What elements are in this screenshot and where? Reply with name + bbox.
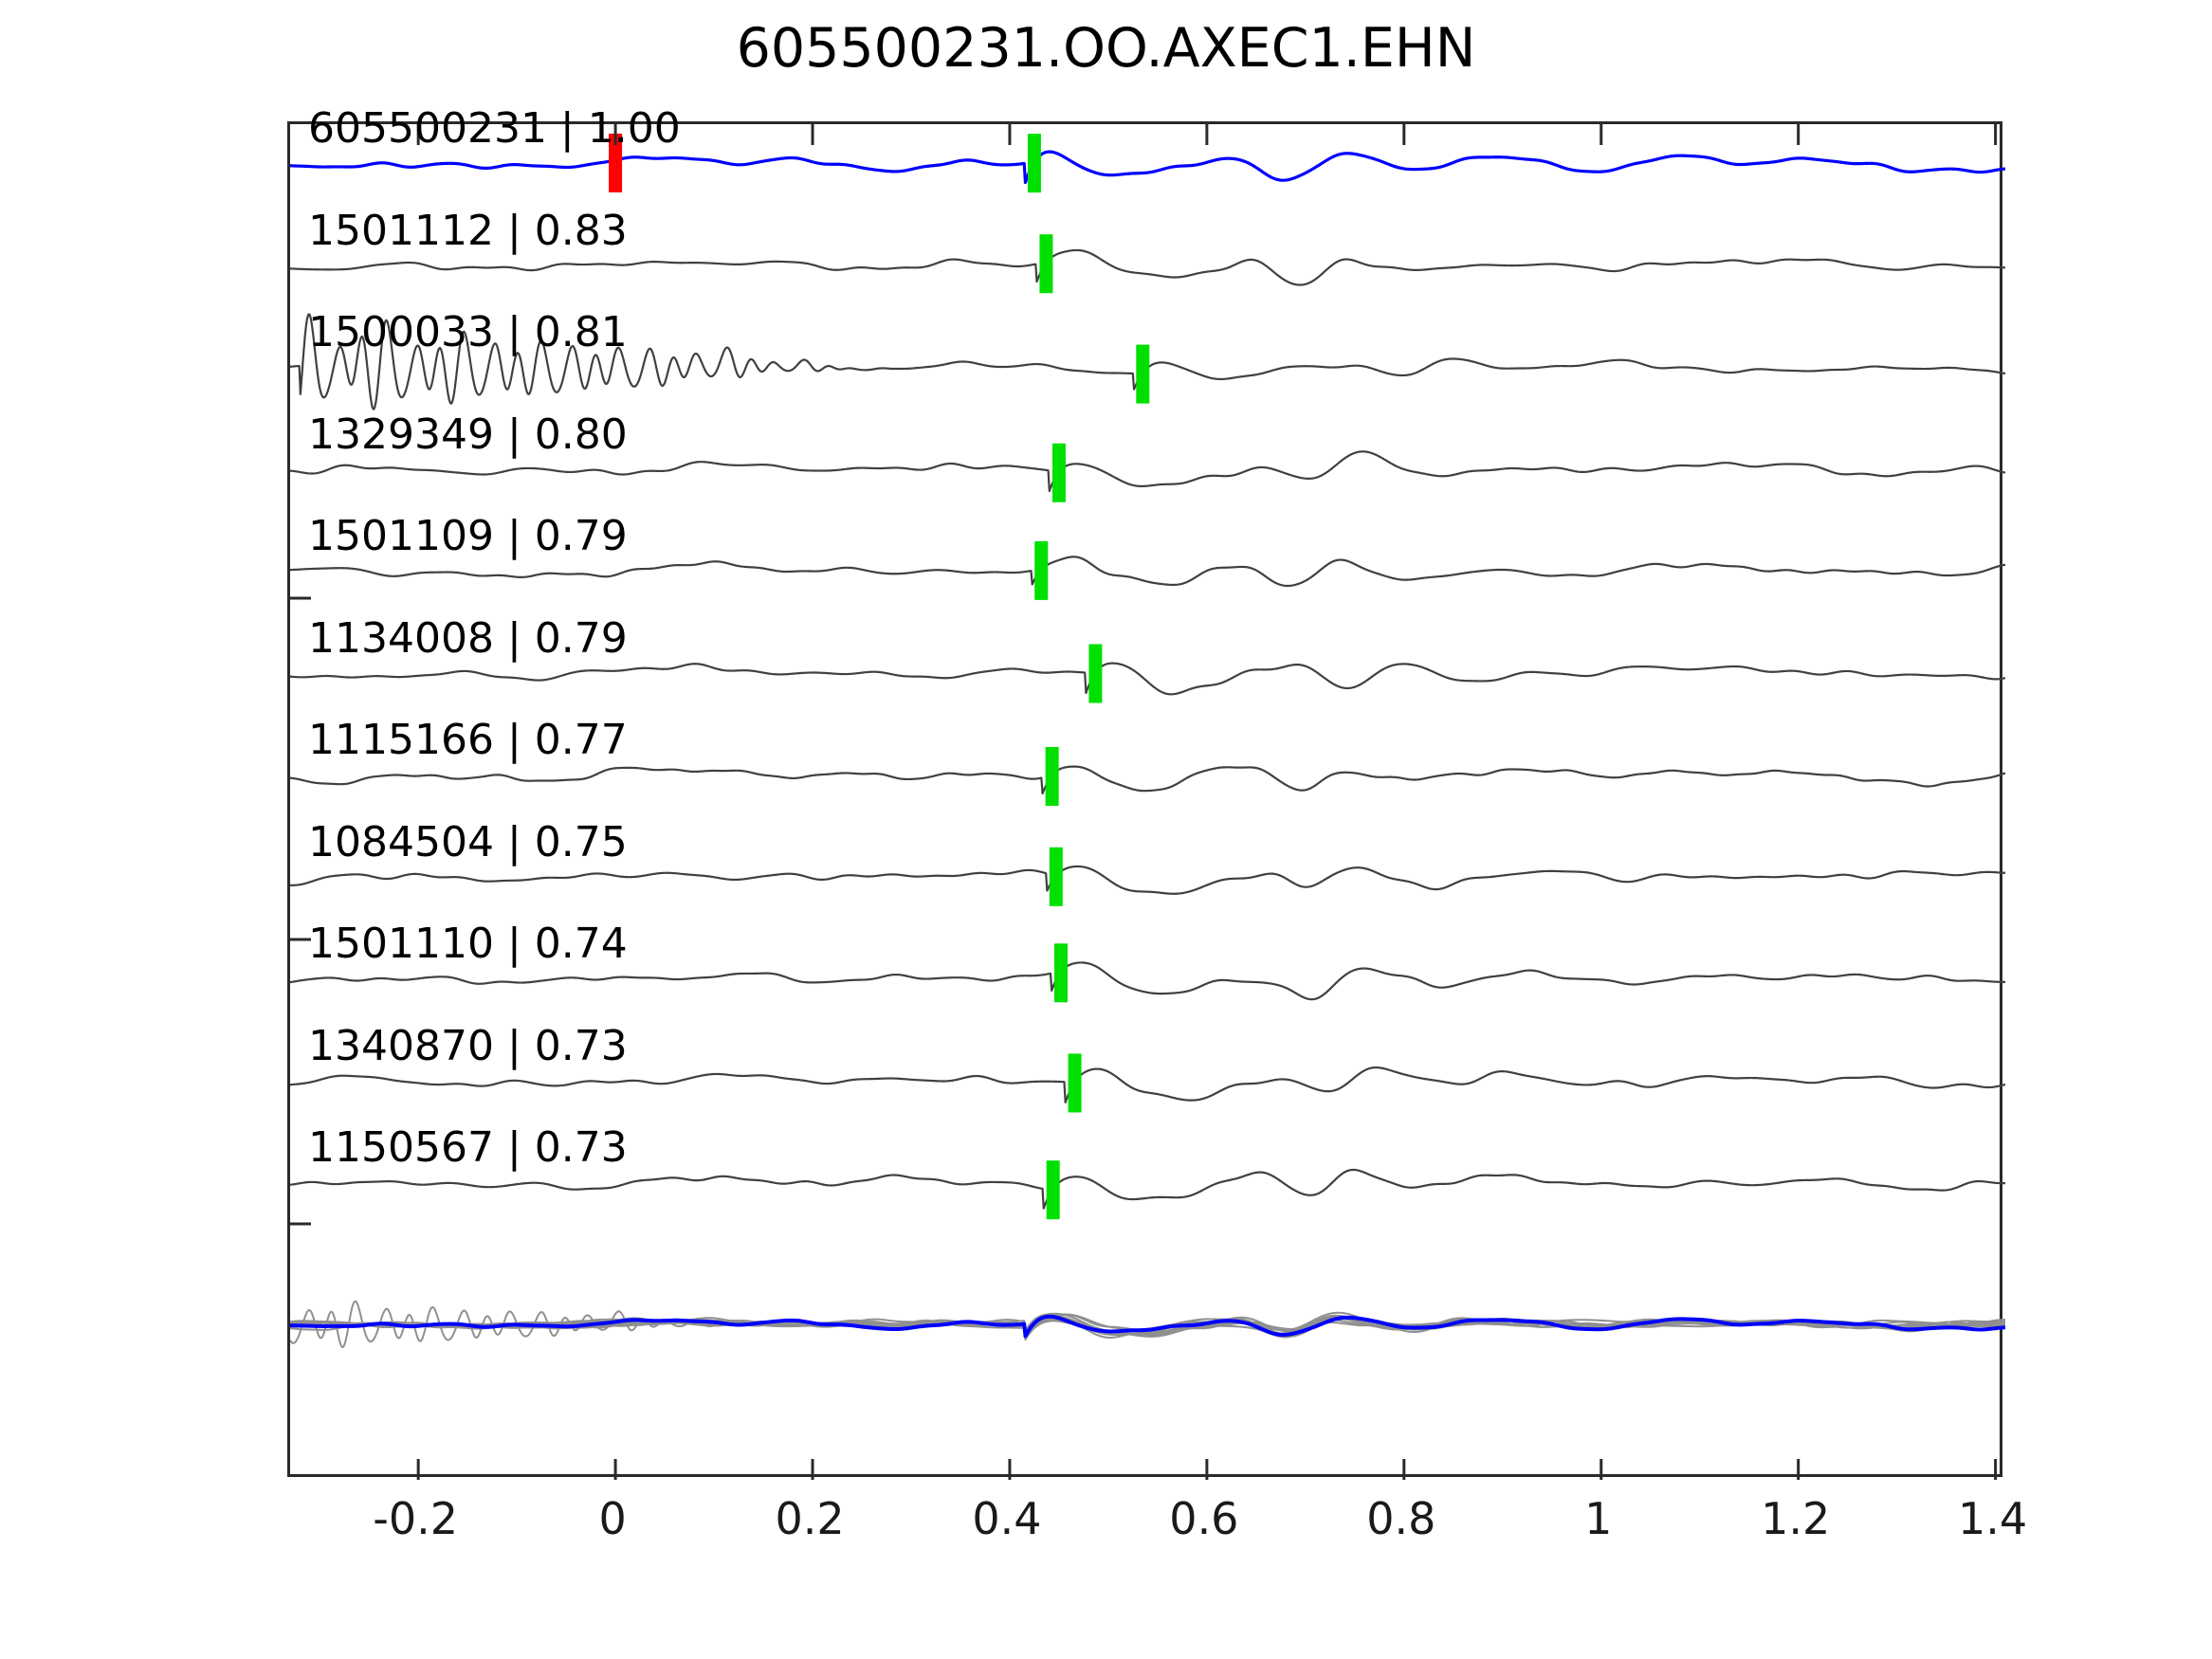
- x-tick-label: -0.2: [373, 1493, 459, 1544]
- trace-label-1150567: 1150567 | 0.73: [308, 1123, 628, 1172]
- x-tick-label: 1.4: [1958, 1493, 2028, 1544]
- pick-marker-green: [1049, 847, 1063, 906]
- trace-label-1340870: 1340870 | 0.73: [308, 1021, 628, 1070]
- x-tick-label: 0.4: [972, 1493, 1042, 1544]
- waveform-line: [290, 1066, 2005, 1104]
- trace-label-1329349: 1329349 | 0.80: [308, 410, 628, 459]
- pick-marker-green: [1045, 746, 1059, 806]
- trace-label-605500231: 605500231 | 1.00: [308, 104, 681, 153]
- pick-marker-green: [1027, 134, 1041, 193]
- trace-row-1501112: [290, 234, 2005, 294]
- trace-label-1134008: 1134008 | 0.79: [308, 613, 628, 663]
- page-title: 605500231.OO.AXEC1.EHN: [736, 17, 1476, 80]
- waveform-canvas: [290, 124, 2005, 1480]
- x-tick-label: 1: [1584, 1493, 1613, 1544]
- stack-trace-template-blue: [290, 1314, 2005, 1339]
- trace-label-1501109: 1501109 | 0.79: [308, 512, 628, 560]
- x-tick-label: 1.2: [1761, 1493, 1831, 1544]
- waveform-line: [290, 865, 2005, 895]
- trace-label-1084504: 1084504 | 0.75: [308, 817, 628, 866]
- pick-marker-green: [1039, 234, 1053, 294]
- plot-area: [287, 121, 2005, 1480]
- pick-marker-green: [1046, 1160, 1060, 1220]
- trace-row-1500033: [290, 313, 2005, 410]
- trace-row-1150567: [290, 1160, 2005, 1220]
- aligned-stack-panel: [290, 1300, 2005, 1349]
- trace-row-605500231: [290, 133, 2005, 193]
- waveform-line: [290, 248, 2005, 286]
- trace-row-1115166: [290, 746, 2005, 806]
- origin-marker-red: [609, 133, 623, 192]
- pick-marker-green: [1088, 644, 1103, 703]
- trace-label-1501112: 1501112 | 0.83: [308, 206, 628, 255]
- pick-marker-green: [1051, 443, 1066, 502]
- waveform-line: [290, 1168, 2005, 1210]
- pick-marker-green: [1054, 943, 1069, 1003]
- x-axis-ticks: [290, 124, 1998, 1480]
- waveform-line: [290, 150, 2005, 185]
- x-tick-label: 0.6: [1169, 1493, 1239, 1544]
- trace-label-1500033: 1500033 | 0.81: [308, 308, 628, 356]
- pick-marker-green: [1034, 540, 1049, 600]
- x-axis-tick-labels: -0.2 0 0.2 0.4 0.6 0.8 1 1.2 1.4: [287, 1493, 2027, 1559]
- trace-row-1329349: [290, 443, 2005, 502]
- trace-label-1115166: 1115166 | 0.77: [308, 716, 628, 764]
- waveform-line: [290, 450, 2005, 493]
- trace-row-1501110: [290, 943, 2005, 1003]
- x-tick-label: 0: [598, 1493, 627, 1544]
- waveform-line: [290, 961, 2005, 1001]
- trace-label-1501110: 1501110 | 0.74: [308, 920, 628, 968]
- waveform-line: [290, 662, 2005, 696]
- waveform-line: [290, 765, 2005, 795]
- trace-row-1134008: [290, 644, 2005, 703]
- x-tick-label: 0.2: [775, 1493, 845, 1544]
- trace-row-1084504: [290, 847, 2005, 906]
- trace-row-1501109: [290, 540, 2005, 600]
- pick-marker-green: [1068, 1053, 1082, 1113]
- pick-marker-green: [1136, 344, 1150, 404]
- waveform-line: [290, 556, 2005, 588]
- trace-row-1340870: [290, 1053, 2005, 1113]
- x-tick-label: 0.8: [1366, 1493, 1436, 1544]
